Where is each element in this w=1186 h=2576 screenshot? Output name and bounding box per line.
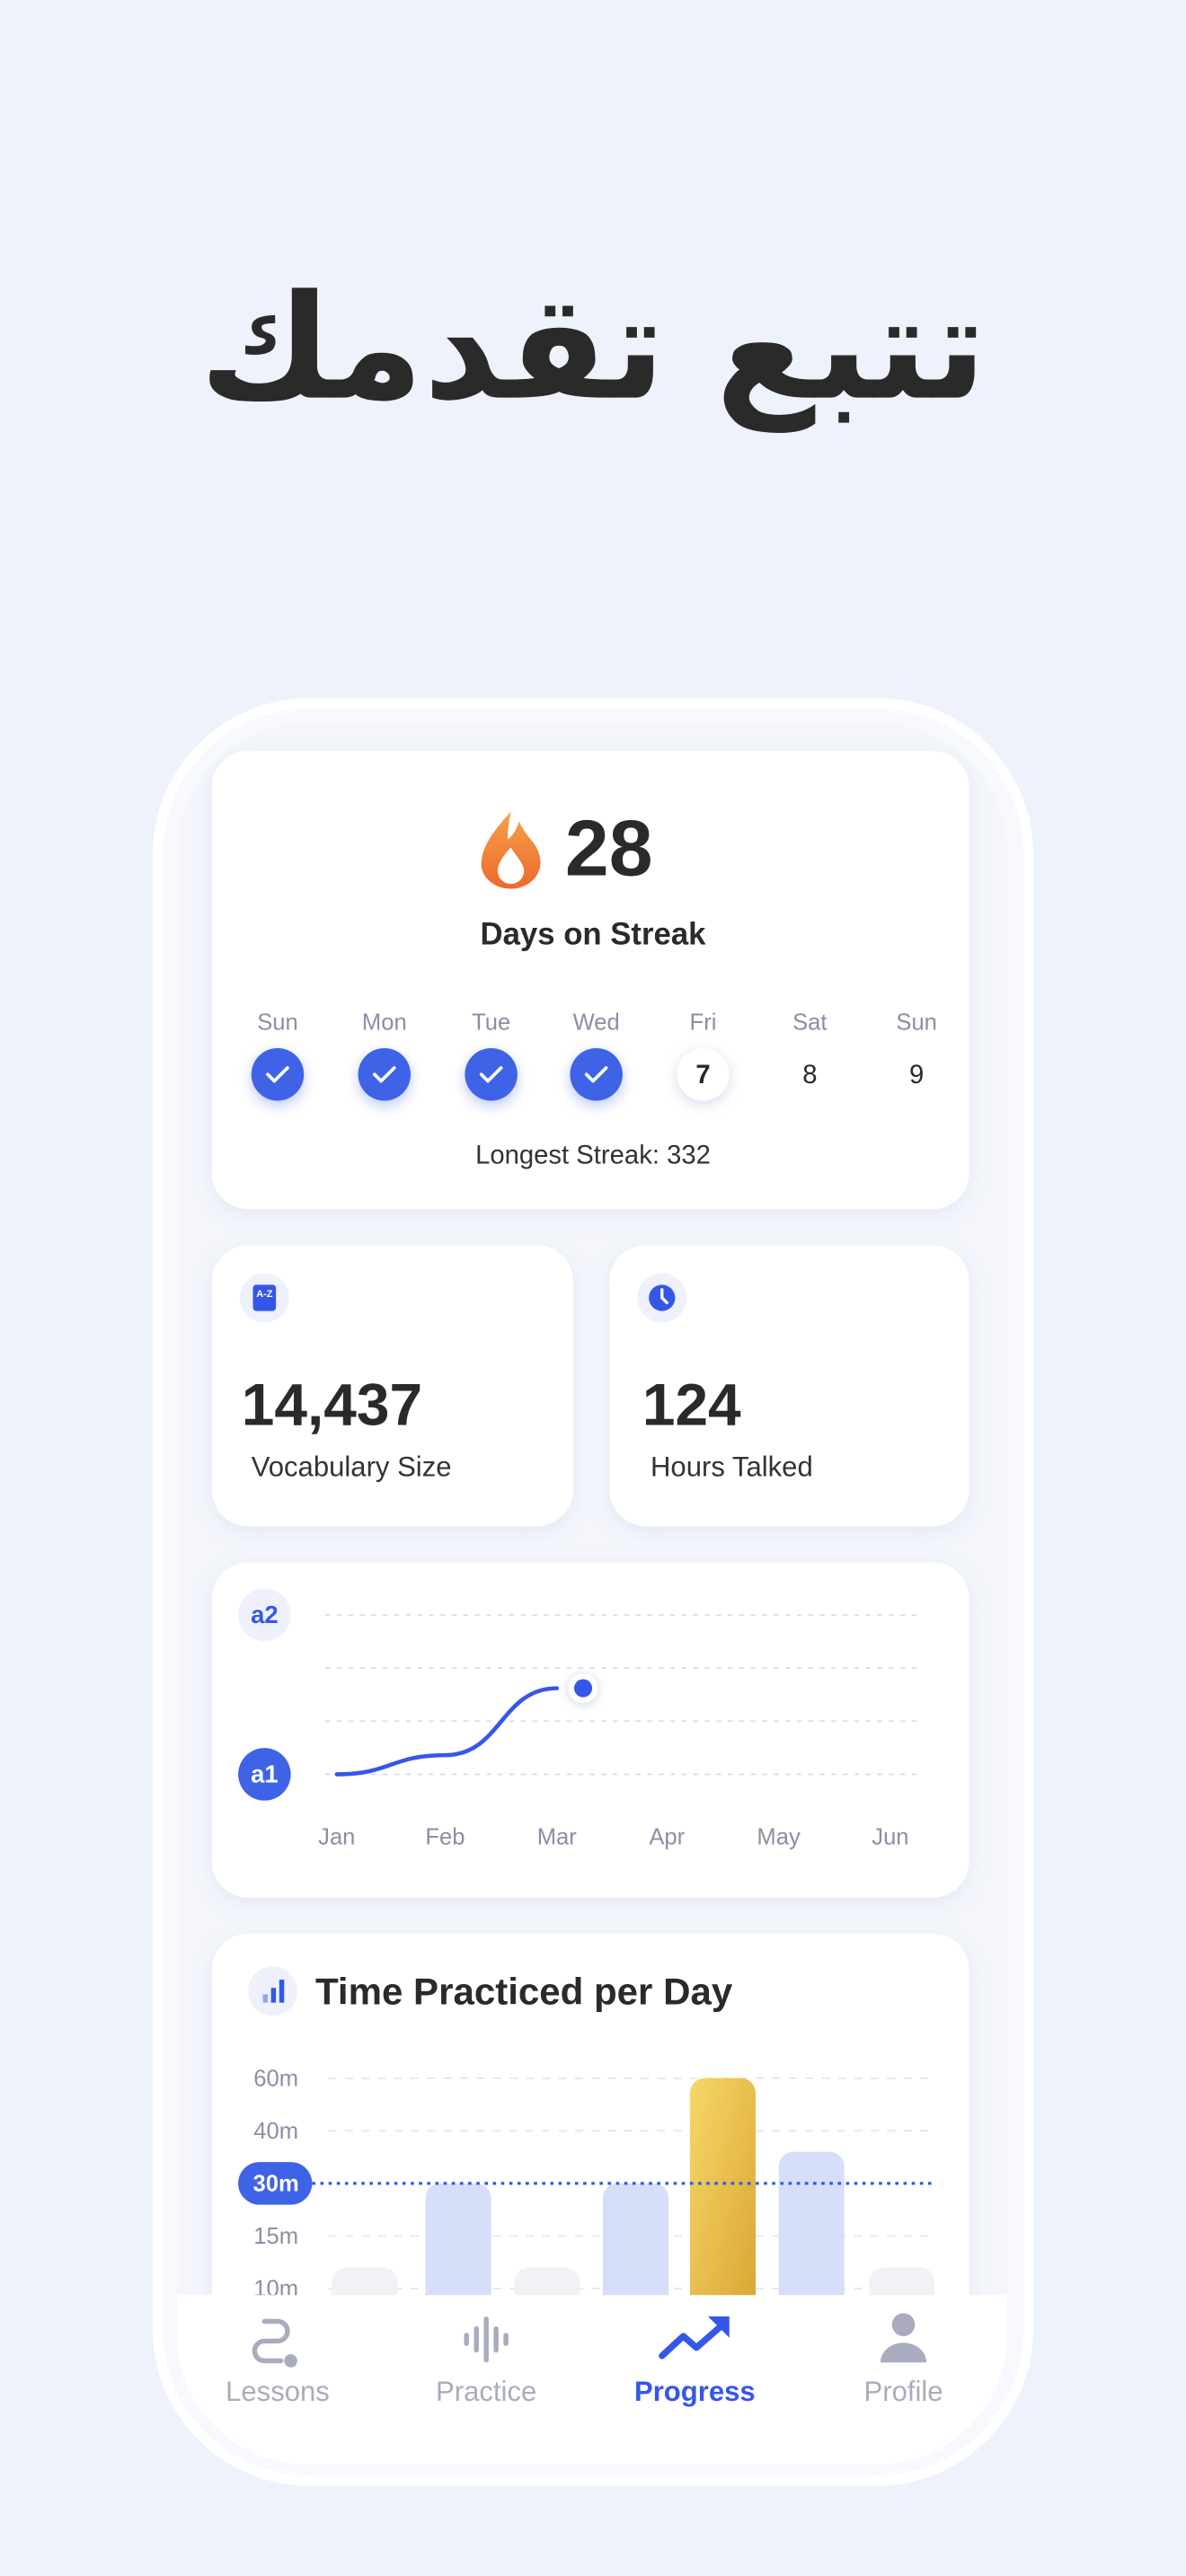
x-tick-label: May	[757, 1825, 801, 1850]
day-done	[358, 1047, 412, 1101]
y-tick-label: a2	[251, 1601, 279, 1628]
reference-pill	[238, 2162, 313, 2205]
flame-icon	[481, 811, 541, 889]
day-label: Mon	[362, 1010, 407, 1035]
time-chart-title: Time Practiced per Day	[315, 1971, 733, 2013]
tab-items: Lessons Practice Progress Profile	[226, 2313, 943, 2407]
day-label: Tue	[472, 1010, 510, 1035]
level-badge	[238, 1748, 291, 1801]
screen: 28 Days on Streak Sun Mon Tue Wed Fri7Sat8Su…	[177, 722, 1007, 2465]
level-card	[211, 1562, 969, 1898]
y-tick-label: 15m	[253, 2224, 298, 2249]
bar	[602, 2183, 669, 2320]
stat-card	[211, 1245, 574, 1527]
check-icon	[373, 1066, 396, 1083]
practice-icon	[503, 2333, 509, 2346]
stat-label: Hours Talked	[651, 1451, 813, 1482]
day-label: Sun	[896, 1010, 937, 1035]
day-date: 7	[695, 1061, 710, 1090]
progress-icon	[659, 2321, 727, 2360]
stat-value: 124	[642, 1372, 741, 1438]
practice-icon	[493, 2325, 499, 2353]
practice-icon	[474, 2325, 479, 2353]
chart-icon	[262, 1994, 269, 2003]
level-chart: a1 a2 Jan Feb Mar Apr May Jun	[238, 1588, 917, 1850]
lessons-icon-dot	[284, 2354, 297, 2368]
y-tick-label: a1	[251, 1760, 279, 1787]
practice-icon	[483, 2316, 489, 2363]
day-label: Fri	[690, 1010, 717, 1035]
profile-icon-body	[880, 2342, 927, 2363]
day-done	[465, 1047, 518, 1101]
streak-count: 28	[565, 804, 653, 892]
day-label: Sun	[257, 1010, 298, 1035]
day-label: Sat	[792, 1010, 827, 1035]
book-icon	[252, 1284, 277, 1311]
y-tick-label: 40m	[253, 2119, 298, 2144]
level-line	[334, 1686, 560, 1777]
level-point	[573, 1679, 593, 1698]
day-date: 8	[802, 1061, 817, 1090]
tab-bar	[177, 2295, 1007, 2465]
check-icon	[266, 1066, 289, 1083]
x-tick-label: Mar	[537, 1825, 578, 1850]
day-date: 9	[909, 1061, 924, 1090]
bar	[425, 2183, 491, 2320]
x-tick-label: Jun	[872, 1825, 908, 1850]
stat-label: Vocabulary Size	[252, 1451, 452, 1482]
check-icon	[479, 1066, 503, 1083]
bar	[689, 2078, 756, 2320]
check-icon	[584, 1066, 608, 1083]
longest-streak: Longest Streak: 332	[475, 1141, 711, 1169]
lessons-icon	[252, 2318, 290, 2364]
stat-card	[609, 1245, 969, 1527]
clock-hands	[660, 1288, 668, 1305]
tab-label[interactable]: Practice	[436, 2376, 536, 2407]
streak-label: Days on Streak	[481, 918, 707, 952]
y-tick-label: 60m	[253, 2066, 298, 2091]
bar	[778, 2151, 845, 2320]
profile-icon-head	[891, 2313, 916, 2336]
practice-icon	[464, 2333, 469, 2346]
day-label: Wed	[573, 1010, 620, 1035]
x-tick-label: Apr	[649, 1825, 685, 1850]
x-tick-label: Jan	[318, 1825, 355, 1850]
day-today	[677, 1047, 730, 1101]
chart-icon	[270, 1988, 277, 2003]
day-done	[251, 1047, 305, 1101]
level-badge	[238, 1588, 291, 1642]
book-icon-glyph: A-Z	[256, 1289, 273, 1300]
progress-icon-arrow	[707, 2316, 730, 2338]
day-done	[570, 1047, 623, 1101]
tab-label[interactable]: Progress	[634, 2376, 756, 2407]
stat-value: 14,437	[242, 1372, 422, 1438]
x-tick-label: Feb	[425, 1825, 465, 1850]
headline: تتبع تقدمك	[199, 264, 987, 434]
chart-icon	[279, 1980, 285, 2003]
tab-label[interactable]: Lessons	[226, 2376, 330, 2407]
streak-days: Sun Mon Tue Wed Fri 7 Sat 8 Sun 9	[251, 1010, 937, 1101]
tab-label[interactable]: Profile	[864, 2376, 943, 2407]
y-tick-label: 30m	[253, 2171, 299, 2196]
